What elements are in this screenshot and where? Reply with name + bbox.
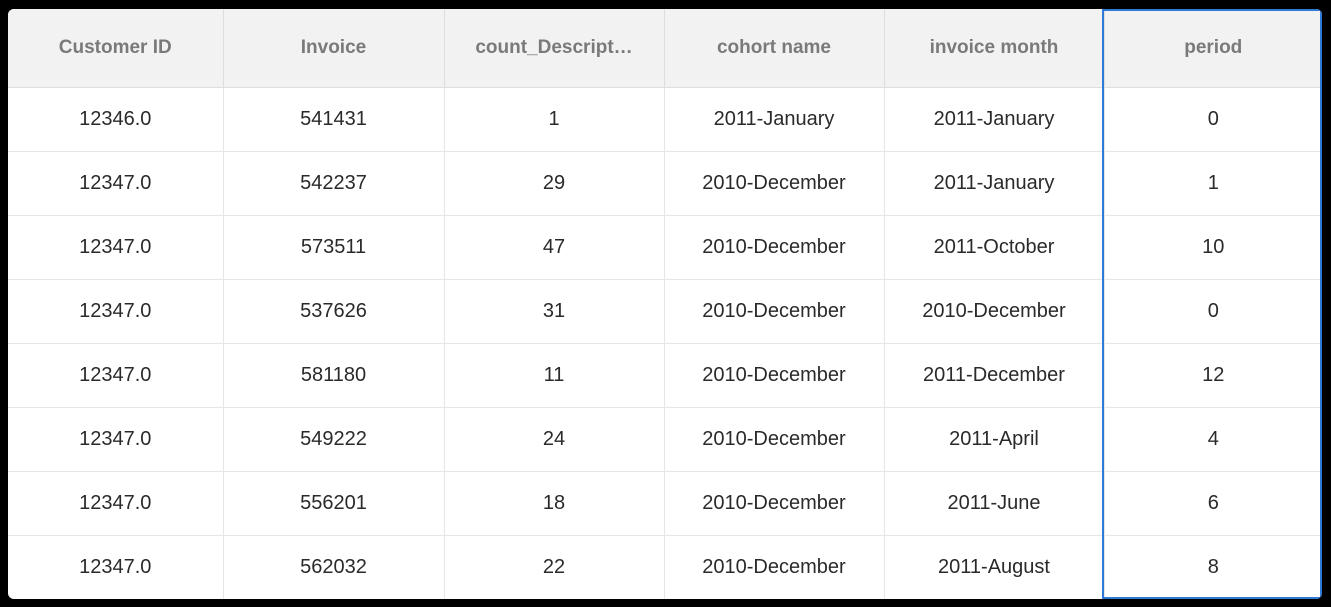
table-cell[interactable]: 1 — [444, 88, 664, 152]
table-cell[interactable]: 1 — [1104, 152, 1322, 216]
table-cell[interactable]: 29 — [444, 152, 664, 216]
column-header-customer-id[interactable]: Customer ID — [8, 9, 223, 88]
table-cell[interactable]: 573511 — [223, 216, 444, 280]
header-row: Customer ID Invoice count_Descript… coho… — [8, 9, 1322, 88]
table-cell[interactable]: 562032 — [223, 536, 444, 600]
table-cell[interactable]: 2010-December — [664, 408, 884, 472]
table-cell[interactable]: 581180 — [223, 344, 444, 408]
table-cell[interactable]: 2011-January — [884, 88, 1104, 152]
table-cell[interactable]: 12347.0 — [8, 152, 223, 216]
table-row[interactable]: 12346.0 541431 1 2011-January 2011-Janua… — [8, 88, 1322, 152]
table-cell[interactable]: 24 — [444, 408, 664, 472]
table-cell[interactable]: 2011-January — [664, 88, 884, 152]
table-cell[interactable]: 2010-December — [664, 536, 884, 600]
column-header-cohort-name[interactable]: cohort name — [664, 9, 884, 88]
table-cell[interactable]: 2010-December — [664, 472, 884, 536]
table-cell[interactable]: 12347.0 — [8, 408, 223, 472]
table-cell[interactable]: 0 — [1104, 280, 1322, 344]
table-row[interactable]: 12347.0 556201 18 2010-December 2011-Jun… — [8, 472, 1322, 536]
table-cell[interactable]: 10 — [1104, 216, 1322, 280]
table-cell[interactable]: 12347.0 — [8, 536, 223, 600]
table-cell[interactable]: 47 — [444, 216, 664, 280]
table-cell[interactable]: 2011-August — [884, 536, 1104, 600]
table-row[interactable]: 12347.0 542237 29 2010-December 2011-Jan… — [8, 152, 1322, 216]
table-cell[interactable]: 537626 — [223, 280, 444, 344]
table-cell[interactable]: 22 — [444, 536, 664, 600]
table-cell[interactable]: 12347.0 — [8, 344, 223, 408]
table-cell[interactable]: 542237 — [223, 152, 444, 216]
table-cell[interactable]: 549222 — [223, 408, 444, 472]
table-cell[interactable]: 0 — [1104, 88, 1322, 152]
table-cell[interactable]: 2011-January — [884, 152, 1104, 216]
table-cell[interactable]: 2011-April — [884, 408, 1104, 472]
table-cell[interactable]: 11 — [444, 344, 664, 408]
table-row[interactable]: 12347.0 549222 24 2010-December 2011-Apr… — [8, 408, 1322, 472]
table-cell[interactable]: 18 — [444, 472, 664, 536]
table-row[interactable]: 12347.0 562032 22 2010-December 2011-Aug… — [8, 536, 1322, 600]
table-row[interactable]: 12347.0 537626 31 2010-December 2010-Dec… — [8, 280, 1322, 344]
table-cell[interactable]: 2010-December — [664, 216, 884, 280]
table-cell[interactable]: 31 — [444, 280, 664, 344]
table-cell[interactable]: 2010-December — [664, 152, 884, 216]
table-cell[interactable]: 2010-December — [664, 280, 884, 344]
column-header-invoice-month[interactable]: invoice month — [884, 9, 1104, 88]
column-header-count-description[interactable]: count_Descript… — [444, 9, 664, 88]
table-cell[interactable]: 2011-June — [884, 472, 1104, 536]
table-cell[interactable]: 12347.0 — [8, 472, 223, 536]
table-cell[interactable]: 541431 — [223, 88, 444, 152]
table-cell[interactable]: 12 — [1104, 344, 1322, 408]
table-cell[interactable]: 556201 — [223, 472, 444, 536]
data-table: Customer ID Invoice count_Descript… coho… — [8, 9, 1322, 599]
table-cell[interactable]: 2010-December — [884, 280, 1104, 344]
table-cell[interactable]: 12347.0 — [8, 216, 223, 280]
data-table-panel: Customer ID Invoice count_Descript… coho… — [8, 9, 1322, 599]
table-row[interactable]: 12347.0 581180 11 2010-December 2011-Dec… — [8, 344, 1322, 408]
table-cell[interactable]: 12346.0 — [8, 88, 223, 152]
table-cell[interactable]: 2011-December — [884, 344, 1104, 408]
table-cell[interactable]: 4 — [1104, 408, 1322, 472]
table-cell[interactable]: 2010-December — [664, 344, 884, 408]
table-row[interactable]: 12347.0 573511 47 2010-December 2011-Oct… — [8, 216, 1322, 280]
table-cell[interactable]: 8 — [1104, 536, 1322, 600]
column-header-period[interactable]: period — [1104, 9, 1322, 88]
column-header-invoice[interactable]: Invoice — [223, 9, 444, 88]
table-cell[interactable]: 6 — [1104, 472, 1322, 536]
table-cell[interactable]: 12347.0 — [8, 280, 223, 344]
table-cell[interactable]: 2011-October — [884, 216, 1104, 280]
